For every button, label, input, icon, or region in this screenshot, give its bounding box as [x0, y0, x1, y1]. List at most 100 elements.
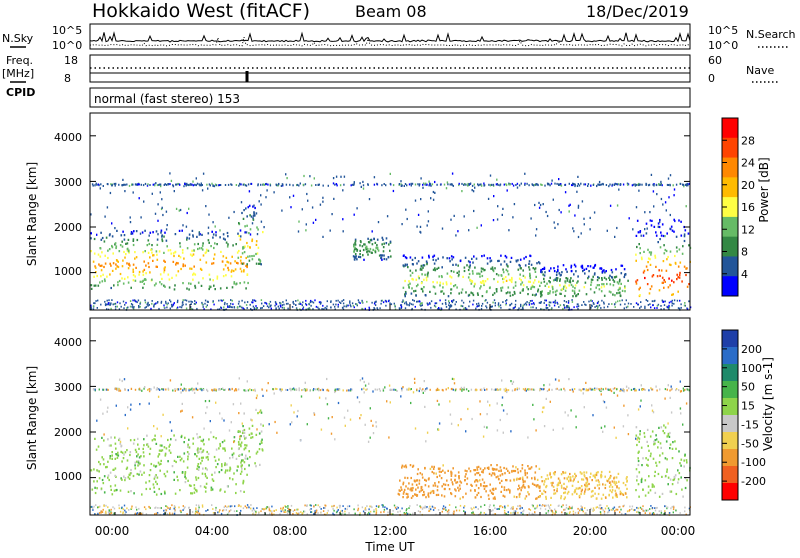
range-gate-cell: [517, 468, 519, 470]
range-gate-cell: [606, 283, 608, 285]
range-gate-cell: [153, 425, 154, 427]
range-gate-cell: [123, 283, 125, 285]
range-gate-cell: [202, 242, 204, 244]
range-gate-cell: [443, 483, 445, 485]
range-gate-cell: [552, 286, 554, 288]
range-gate-cell: [415, 290, 417, 292]
range-gate-cell: [192, 279, 194, 281]
range-gate-cell: [686, 479, 688, 481]
range-gate-cell: [223, 306, 224, 308]
range-gate-cell: [488, 494, 490, 496]
range-gate-cell: [509, 279, 511, 281]
range-gate-cell: [438, 468, 440, 470]
range-gate-cell: [519, 388, 520, 390]
range-gate-cell: [196, 308, 197, 310]
range-gate-cell: [445, 507, 446, 509]
range-gate-cell: [380, 511, 381, 513]
range-gate-cell: [225, 264, 227, 266]
range-gate-cell: [362, 301, 363, 303]
range-gate-cell: [108, 474, 110, 476]
range-gate-cell: [139, 456, 141, 458]
range-gate-cell: [417, 183, 418, 185]
range-gate-cell: [179, 230, 181, 232]
range-gate-cell: [242, 432, 244, 434]
range-gate-cell: [181, 307, 182, 309]
range-gate-cell: [577, 176, 578, 178]
range-gate-cell: [300, 183, 301, 185]
range-gate-cell: [457, 481, 459, 483]
range-gate-cell: [594, 291, 596, 293]
range-gate-cell: [244, 444, 246, 446]
range-gate-cell: [143, 464, 145, 466]
range-gate-cell: [640, 301, 641, 303]
range-gate-cell: [523, 275, 525, 277]
range-gate-cell: [327, 512, 328, 514]
range-gate-cell: [493, 278, 495, 280]
range-gate-cell: [107, 389, 108, 391]
range-gate-cell: [642, 489, 644, 491]
range-gate-cell: [512, 390, 513, 392]
range-gate-cell: [154, 386, 155, 388]
range-gate-cell: [177, 300, 178, 302]
range-gate-cell: [651, 251, 653, 253]
range-gate-cell: [685, 229, 687, 231]
nave-tick-bottom: 0: [708, 72, 715, 85]
range-gate-cell: [424, 507, 425, 509]
range-gate-cell: [466, 388, 467, 390]
range-gate-cell: [227, 235, 229, 237]
range-gate-cell: [433, 259, 435, 261]
range-gate-cell: [644, 432, 646, 434]
range-gate-cell: [651, 224, 653, 226]
power-ylabel: Slant Range [km]: [25, 162, 39, 266]
range-gate-cell: [647, 283, 649, 285]
range-gate-cell: [107, 300, 108, 302]
range-gate-cell: [571, 270, 573, 272]
range-gate-cell: [273, 510, 274, 512]
range-gate-cell: [481, 308, 482, 310]
range-gate-cell: [354, 214, 355, 216]
range-gate-cell: [372, 425, 373, 427]
range-gate-cell: [450, 473, 452, 475]
range-gate-cell: [336, 176, 337, 178]
range-gate-cell: [138, 448, 140, 450]
range-gate-cell: [638, 496, 640, 498]
range-gate-cell: [157, 507, 158, 509]
range-gate-cell: [221, 513, 222, 515]
range-gate-cell: [490, 260, 492, 262]
range-gate-cell: [443, 508, 444, 510]
range-gate-cell: [441, 477, 443, 479]
range-gate-cell: [201, 247, 203, 249]
range-gate-cell: [670, 397, 671, 399]
range-gate-cell: [224, 239, 226, 241]
range-gate-cell: [626, 488, 628, 490]
range-gate-cell: [453, 378, 454, 380]
range-gate-cell: [537, 479, 539, 481]
range-gate-cell: [670, 301, 671, 303]
range-gate-cell: [585, 512, 586, 514]
range-gate-cell: [160, 444, 162, 446]
range-gate-cell: [609, 509, 610, 511]
range-gate-cell: [320, 204, 321, 206]
range-gate-cell: [596, 472, 598, 474]
range-gate-cell: [609, 279, 611, 281]
range-gate-cell: [107, 407, 108, 409]
range-gate-cell: [205, 467, 207, 469]
range-gate-cell: [115, 263, 117, 265]
range-gate-cell: [230, 468, 232, 470]
range-gate-cell: [135, 183, 136, 185]
range-gate-cell: [448, 512, 449, 514]
range-gate-cell: [564, 491, 566, 493]
range-gate-cell: [420, 231, 421, 233]
range-gate-cell: [157, 259, 159, 261]
range-gate-cell: [528, 388, 529, 390]
range-gate-cell: [242, 430, 243, 432]
range-gate-cell: [187, 458, 189, 460]
range-gate-cell: [383, 301, 384, 303]
range-gate-cell: [548, 504, 549, 506]
range-gate-cell: [456, 286, 458, 288]
range-gate-cell: [442, 256, 444, 258]
range-gate-cell: [141, 184, 142, 186]
range-gate-cell: [248, 507, 249, 509]
range-gate-cell: [201, 440, 203, 442]
range-gate-cell: [657, 275, 659, 277]
